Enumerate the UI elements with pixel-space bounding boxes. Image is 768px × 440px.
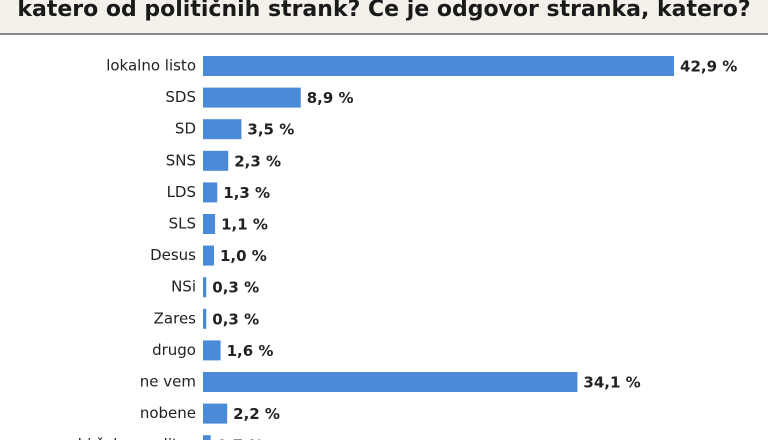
value-label: 0,3 % bbox=[212, 279, 259, 297]
value-label: 0,3 % bbox=[212, 310, 259, 328]
value-label: 1,6 % bbox=[227, 342, 274, 360]
category-label: lokalno listo bbox=[106, 57, 196, 75]
chart-title: katero od političnih strank? Če je odgov… bbox=[17, 0, 750, 22]
category-label: Zares bbox=[154, 309, 197, 327]
bar bbox=[203, 87, 301, 108]
value-label: 1,3 % bbox=[223, 184, 270, 202]
bar bbox=[203, 150, 229, 171]
bar bbox=[203, 340, 221, 361]
category-label: SLS bbox=[169, 215, 196, 233]
value-label: 34,1 % bbox=[583, 374, 640, 392]
bar bbox=[203, 56, 675, 76]
value-label: 3,5 % bbox=[247, 121, 294, 139]
category-label: drugo bbox=[152, 341, 196, 359]
category-label: nobene bbox=[140, 404, 196, 422]
category-label: NSi bbox=[171, 278, 196, 296]
title-band bbox=[0, 0, 768, 34]
bar bbox=[203, 245, 214, 266]
value-label: 8,9 % bbox=[307, 89, 354, 107]
bar bbox=[203, 403, 228, 424]
category-label: ne vem bbox=[140, 373, 196, 391]
category-label: SNS bbox=[166, 151, 196, 169]
value-label: 2,2 % bbox=[233, 405, 280, 423]
category-label: LDS bbox=[167, 183, 196, 201]
value-label: 1,0 % bbox=[220, 247, 267, 265]
category-label: ne bi šel na volitve bbox=[54, 436, 196, 440]
value-label: 1,1 % bbox=[221, 216, 268, 234]
bar bbox=[203, 277, 207, 298]
value-label: 2,3 % bbox=[234, 152, 281, 170]
bar bbox=[203, 435, 211, 440]
category-label: Desus bbox=[150, 246, 196, 264]
value-label: 0,7 % bbox=[217, 437, 264, 440]
bar bbox=[203, 372, 578, 392]
value-label: 42,9 % bbox=[680, 58, 737, 76]
category-label: SD bbox=[175, 120, 196, 138]
bar bbox=[203, 214, 216, 234]
category-label: SDS bbox=[165, 88, 196, 106]
bar bbox=[203, 119, 242, 140]
bar bbox=[203, 182, 218, 203]
bar bbox=[203, 308, 207, 329]
